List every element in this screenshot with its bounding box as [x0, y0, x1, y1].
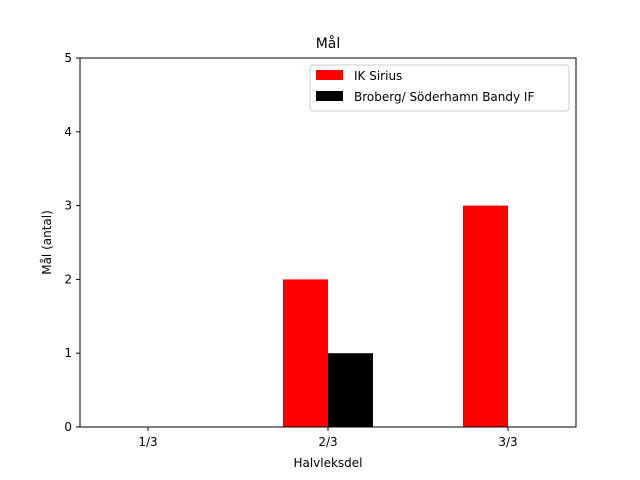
y-tick-label: 4: [64, 125, 72, 139]
x-axis-label: Halvleksdel: [293, 456, 362, 470]
legend-swatch: [316, 91, 343, 101]
y-axis-label: Mål (antal): [40, 210, 54, 275]
y-tick-label: 2: [64, 272, 72, 286]
legend-frame: [309, 64, 570, 112]
legend: IK Sirius Broberg/ Söderhamn Bandy IF: [309, 64, 570, 112]
bar-broberg-2: [328, 353, 373, 427]
y-tick-label: 5: [64, 51, 72, 65]
x-tick-label: 3/3: [498, 435, 517, 449]
bar-sirius-3: [463, 205, 508, 427]
legend-label: IK Sirius: [354, 69, 402, 83]
legend-label: Broberg/ Söderhamn Bandy IF: [354, 90, 534, 104]
y-axis: 0 1 2 3 4 5: [64, 51, 80, 434]
chart-title: Mål: [316, 35, 341, 52]
x-axis: 1/3 2/3 3/3: [138, 427, 518, 449]
y-tick-label: 0: [64, 420, 72, 434]
x-tick-label: 1/3: [138, 435, 157, 449]
legend-swatch: [316, 70, 343, 80]
y-tick-label: 3: [64, 199, 72, 213]
bar-sirius-2: [283, 279, 328, 427]
x-tick-label: 2/3: [318, 435, 337, 449]
bars-group: [283, 205, 508, 427]
y-tick-label: 1: [64, 346, 72, 360]
